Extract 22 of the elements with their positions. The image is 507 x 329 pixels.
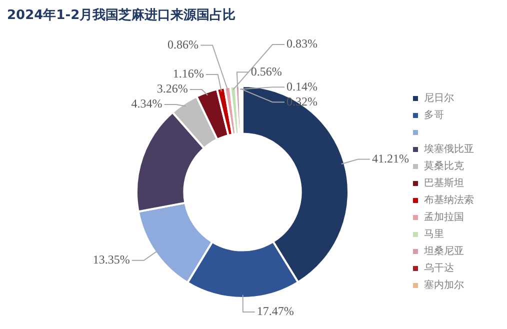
legend-label: 多哥 (424, 109, 444, 122)
data-label: 17.47% (256, 304, 294, 318)
legend-label: 孟加拉国 (424, 211, 464, 224)
legend-label: 莫桑比克 (424, 160, 464, 172)
chart-title: 2024年1-2月我国芝麻进口来源国占比 (6, 6, 237, 24)
legend-label: 乌干达 (424, 262, 454, 274)
data-label: 0.83% (286, 36, 318, 51)
legend-label: 尼日尔 (424, 92, 454, 104)
data-label: 4.34% (131, 96, 162, 111)
data-label: 0.56% (250, 64, 282, 78)
data-label: 0.86% (168, 37, 198, 52)
data-label: 1.16% (172, 66, 204, 81)
legend-label: 埃塞俄比亚 (423, 143, 474, 156)
legend-label: 布基纳法索 (424, 194, 474, 206)
legend-label: 巴基斯坦 (424, 177, 464, 190)
data-label: 13.35% (92, 252, 130, 267)
data-label: 3.26% (156, 82, 188, 96)
legend-label: 马里 (424, 229, 444, 240)
data-label: 41.21% (372, 151, 409, 166)
legend-label: 塞内加尔 (424, 279, 464, 292)
legend-label: 坦桑尼亚 (423, 245, 464, 258)
data-label: 0.14% (286, 79, 318, 94)
